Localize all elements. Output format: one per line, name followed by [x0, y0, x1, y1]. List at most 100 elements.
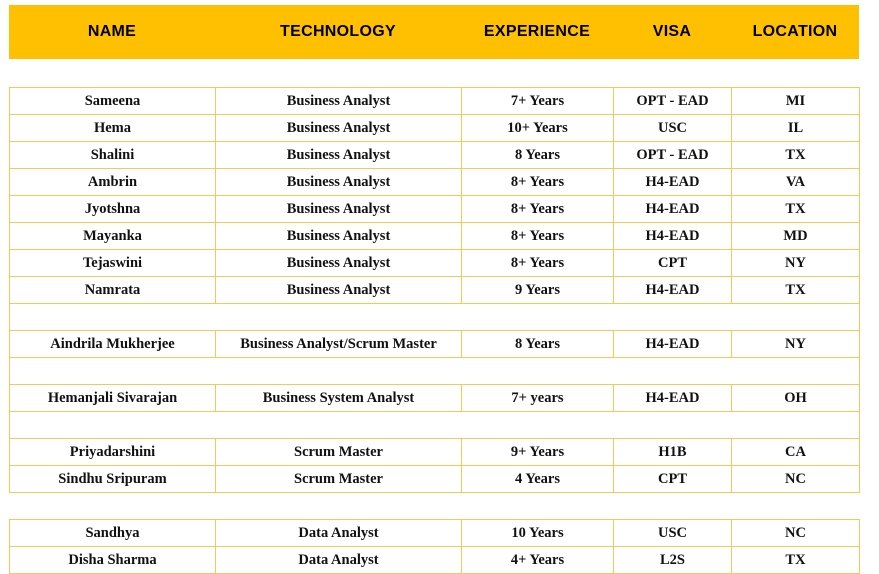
location-cell — [731, 411, 860, 439]
experience-cell: 4+ Years — [461, 546, 614, 574]
spacer-row — [9, 357, 860, 385]
table-row: Sindhu Sripuram Scrum Master 4 Years CPT NC — [9, 465, 860, 493]
technology-cell: Business Analyst — [215, 195, 462, 223]
visa-cell: H4-EAD — [613, 330, 732, 358]
visa-cell — [613, 303, 732, 331]
location-cell: VA — [731, 168, 860, 196]
technology-cell: Business Analyst — [215, 276, 462, 304]
location-cell: NC — [731, 465, 860, 493]
experience-cell: 9 Years — [461, 276, 614, 304]
visa-cell: OPT - EAD — [613, 87, 732, 115]
visa-cell: H4-EAD — [613, 384, 732, 412]
spacer-row — [9, 303, 860, 331]
experience-cell: 7+ Years — [461, 87, 614, 115]
technology-cell: Business Analyst — [215, 114, 462, 142]
visa-cell: H4-EAD — [613, 195, 732, 223]
visa-cell: OPT - EAD — [613, 141, 732, 169]
data-analyst-table: Sandhya Data Analyst 10 Years USC NC Disha Sh… — [9, 519, 860, 574]
location-cell: NY — [731, 249, 860, 277]
experience-cell — [461, 411, 614, 439]
visa-cell: CPT — [613, 465, 732, 493]
technology-cell: Business Analyst — [215, 141, 462, 169]
name-cell: Mayanka — [9, 222, 216, 250]
name-cell: Jyotshna — [9, 195, 216, 223]
name-cell: Aindrila Mukherjee — [9, 330, 216, 358]
header-experience: EXPERIENCE — [483, 23, 591, 40]
technology-cell: Business Analyst — [215, 168, 462, 196]
location-cell: TX — [731, 141, 860, 169]
location-cell: MD — [731, 222, 860, 250]
header-technology: TECHNOLOGY — [280, 23, 396, 40]
technology-cell: Business Analyst — [215, 87, 462, 115]
location-cell: IL — [731, 114, 860, 142]
name-cell: Priyadarshini — [9, 438, 216, 466]
experience-cell: 10 Years — [461, 519, 614, 547]
table-row: Hema Business Analyst 10+ Years USC IL — [9, 114, 860, 142]
spacer-row — [9, 411, 860, 439]
technology-cell: Data Analyst — [215, 519, 462, 547]
name-cell: Tejaswini — [9, 249, 216, 277]
location-cell: OH — [731, 384, 860, 412]
name-cell: Disha Sharma — [9, 546, 216, 574]
table-row: Hemanjali Sivarajan Business System Analy… — [9, 384, 860, 412]
visa-cell: H4-EAD — [613, 168, 732, 196]
visa-cell: USC — [613, 114, 732, 142]
location-cell: TX — [731, 195, 860, 223]
location-cell: TX — [731, 546, 860, 574]
name-cell — [9, 357, 216, 385]
experience-cell: 8+ Years — [461, 195, 614, 223]
table-row: Tejaswini Business Analyst 8+ Years CPT NY — [9, 249, 860, 277]
name-cell: Namrata — [9, 276, 216, 304]
technology-cell — [215, 357, 462, 385]
table-header: NAME TECHNOLOGY EXPERIENCE VISA LOCATION — [9, 5, 859, 59]
name-cell: Sameena — [9, 87, 216, 115]
experience-cell — [461, 357, 614, 385]
experience-cell: 8+ Years — [461, 222, 614, 250]
technology-cell: Business System Analyst — [215, 384, 462, 412]
experience-cell: 8 Years — [461, 141, 614, 169]
table-row: Sameena Business Analyst 7+ Years OPT - EAD… — [9, 87, 860, 115]
experience-cell: 7+ years — [461, 384, 614, 412]
name-cell — [9, 411, 216, 439]
technology-cell: Business Analyst — [215, 222, 462, 250]
visa-cell: H1B — [613, 438, 732, 466]
technology-cell: Scrum Master — [215, 465, 462, 493]
location-cell: CA — [731, 438, 860, 466]
experience-cell: 4 Years — [461, 465, 614, 493]
name-cell: Sindhu Sripuram — [9, 465, 216, 493]
name-cell: Shalini — [9, 141, 216, 169]
name-cell: Sandhya — [9, 519, 216, 547]
table-row: Aindrila Mukherjee Business Analyst/Scrum… — [9, 330, 860, 358]
visa-cell — [613, 411, 732, 439]
technology-cell: Data Analyst — [215, 546, 462, 574]
technology-cell — [215, 303, 462, 331]
table-row: Ambrin Business Analyst 8+ Years H4-EAD VA — [9, 168, 860, 196]
location-cell: MI — [731, 87, 860, 115]
technology-cell: Business Analyst — [215, 249, 462, 277]
location-cell: NY — [731, 330, 860, 358]
name-cell: Ambrin — [9, 168, 216, 196]
technology-cell: Business Analyst/Scrum Master — [215, 330, 462, 358]
name-cell — [9, 303, 216, 331]
table-row: Disha Sharma Data Analyst 4+ Years L2S TX — [9, 546, 860, 574]
table-row: Priyadarshini Scrum Master 9+ Years H1B CA — [9, 438, 860, 466]
experience-cell — [461, 303, 614, 331]
technology-cell: Scrum Master — [215, 438, 462, 466]
experience-cell: 8+ Years — [461, 168, 614, 196]
visa-cell: H4-EAD — [613, 222, 732, 250]
header-location: LOCATION — [752, 23, 838, 40]
visa-cell: H4-EAD — [613, 276, 732, 304]
name-cell: Hemanjali Sivarajan — [9, 384, 216, 412]
location-cell — [731, 303, 860, 331]
table-row: Namrata Business Analyst 9 Years H4-EAD TX — [9, 276, 860, 304]
table-row: Mayanka Business Analyst 8+ Years H4-EAD MD — [9, 222, 860, 250]
name-cell: Hema — [9, 114, 216, 142]
experience-cell: 8 Years — [461, 330, 614, 358]
visa-cell: L2S — [613, 546, 732, 574]
table-row: Sandhya Data Analyst 10 Years USC NC — [9, 519, 860, 547]
visa-cell: CPT — [613, 249, 732, 277]
location-cell: TX — [731, 276, 860, 304]
visa-cell: USC — [613, 519, 732, 547]
table-row: Jyotshna Business Analyst 8+ Years H4-EAD TX — [9, 195, 860, 223]
candidates-table: Sameena Business Analyst 7+ Years OPT - EAD… — [9, 87, 860, 493]
